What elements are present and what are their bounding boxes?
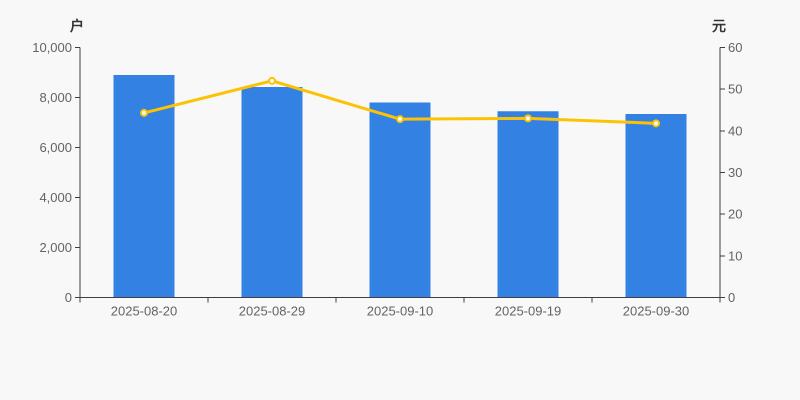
left-axis-tick-label: 0	[65, 290, 72, 305]
bar[interactable]	[625, 114, 687, 298]
line-point-marker[interactable]	[524, 114, 532, 123]
bar[interactable]	[497, 111, 559, 298]
line-point-marker[interactable]	[268, 76, 276, 85]
x-axis-category-label: 2025-09-10	[367, 304, 434, 319]
line-point-marker[interactable]	[140, 108, 148, 117]
right-axis-tick-label: 0	[728, 290, 735, 305]
left-axis-tick-label: 8,000	[39, 90, 72, 105]
line-point-marker[interactable]	[396, 115, 404, 124]
line-point-marker[interactable]	[652, 119, 660, 128]
x-axis-category-label: 2025-09-30	[623, 304, 690, 319]
right-axis-tick-label: 40	[728, 123, 742, 138]
left-axis-tick-label: 4,000	[39, 190, 72, 205]
left-axis-tick-label: 6,000	[39, 140, 72, 155]
left-axis-tick-label: 2,000	[39, 240, 72, 255]
right-axis-tick-label: 60	[728, 40, 742, 55]
bar[interactable]	[369, 102, 431, 298]
right-axis-name: 元	[712, 18, 726, 34]
x-axis-category-label: 2025-08-29	[239, 304, 306, 319]
right-axis-tick-label: 20	[728, 207, 742, 222]
right-axis-tick-label: 10	[728, 248, 742, 263]
bar[interactable]	[241, 87, 303, 298]
left-axis-tick-label: 10,000	[32, 40, 72, 55]
left-axis-name: 户	[70, 18, 84, 34]
right-axis-tick-label: 30	[728, 165, 742, 180]
x-axis-category-label: 2025-08-20	[111, 304, 178, 319]
right-axis-tick-label: 50	[728, 82, 742, 97]
x-axis-category-label: 2025-09-19	[495, 304, 562, 319]
